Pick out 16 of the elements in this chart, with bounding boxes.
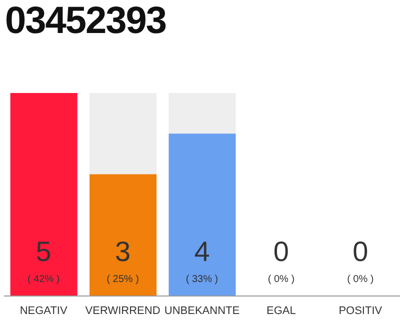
annotation: ( 0% ) xyxy=(268,274,295,285)
chart-title: 03452393 xyxy=(5,0,166,43)
data-label: 3 xyxy=(115,236,131,267)
x-tick-label: EGAL xyxy=(266,305,296,317)
x-tick-label: UNBEKANNTE xyxy=(164,305,240,317)
x-tick-label: POSITIV xyxy=(338,305,383,317)
data-label: 0 xyxy=(352,236,368,267)
annotation: ( 33% ) xyxy=(186,274,218,285)
annotation: ( 0% ) xyxy=(347,274,374,285)
annotation: ( 25% ) xyxy=(106,274,139,285)
data-label: 0 xyxy=(273,236,289,267)
data-label: 4 xyxy=(194,236,210,267)
x-tick-label: VERWIRREND xyxy=(85,305,160,317)
annotation: ( 42% ) xyxy=(27,274,60,285)
x-tick-label: NEGATIV xyxy=(20,305,68,317)
data-label: 5 xyxy=(36,236,52,267)
